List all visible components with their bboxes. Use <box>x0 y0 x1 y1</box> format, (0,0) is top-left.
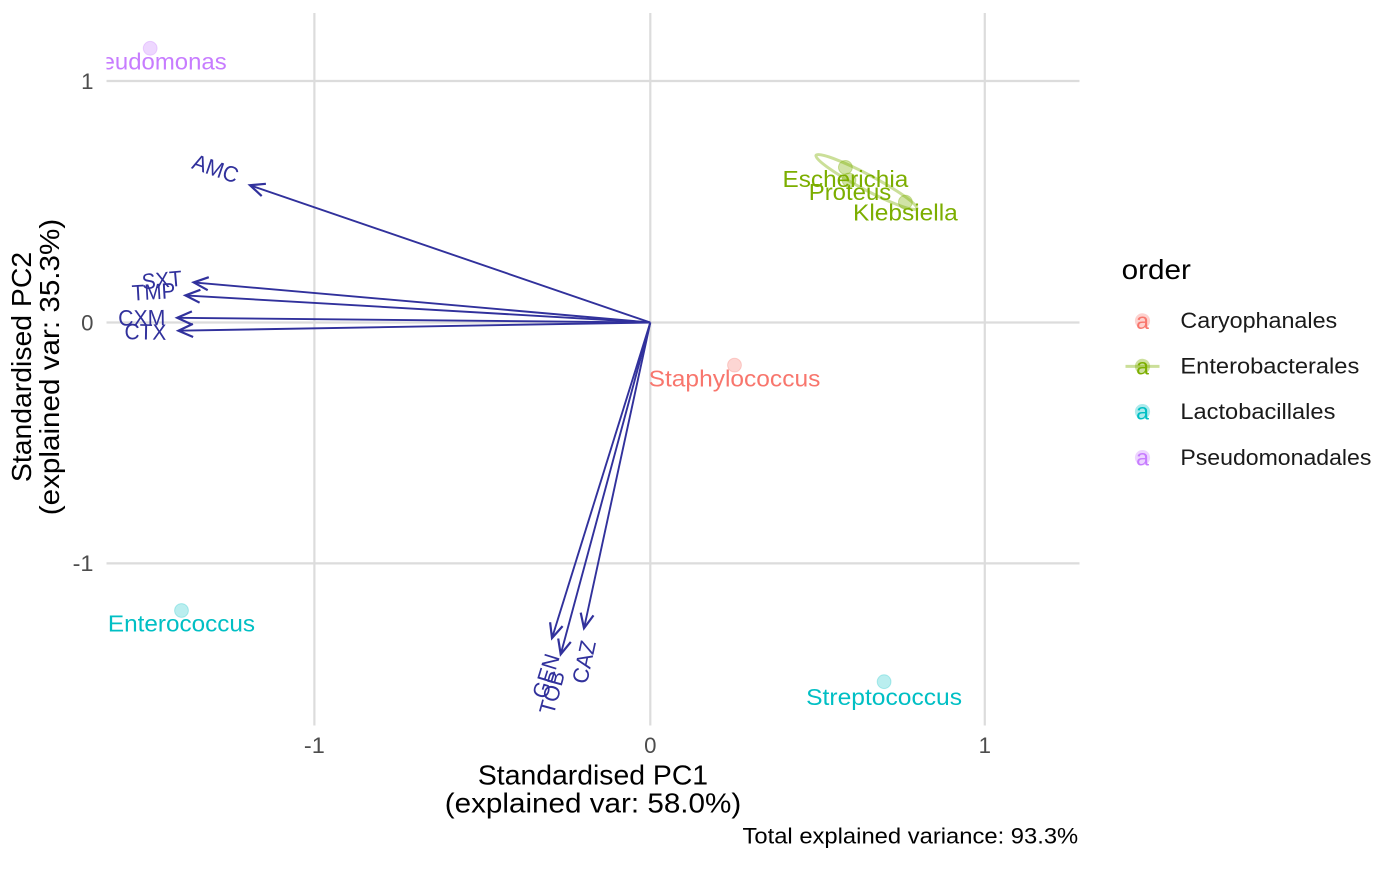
svg-text:CXM: CXM <box>118 305 165 330</box>
svg-text:1: 1 <box>81 69 93 94</box>
svg-text:a: a <box>1136 353 1149 379</box>
svg-text:a: a <box>1136 399 1149 425</box>
svg-text:0: 0 <box>644 733 656 758</box>
svg-text:Standardised PC1: Standardised PC1 <box>478 760 708 791</box>
svg-text:CTX: CTX <box>124 319 167 345</box>
svg-text:-1: -1 <box>73 551 94 576</box>
svg-text:-1: -1 <box>304 733 325 758</box>
svg-text:1: 1 <box>979 733 991 758</box>
svg-text:Total explained variance: 93.3: Total explained variance: 93.3% <box>743 823 1079 848</box>
svg-text:Caryophanales: Caryophanales <box>1180 308 1337 333</box>
svg-text:Lactobacillales: Lactobacillales <box>1180 399 1335 424</box>
svg-text:Proteus: Proteus <box>809 179 892 205</box>
svg-text:Escherichia: Escherichia <box>783 166 909 192</box>
svg-text:a: a <box>1136 445 1149 471</box>
svg-text:a: a <box>1136 308 1149 334</box>
svg-text:Pseudomonadales: Pseudomonadales <box>1180 445 1371 470</box>
svg-text:Pseudomonas: Pseudomonas <box>74 48 227 74</box>
svg-text:SXT: SXT <box>141 266 184 294</box>
svg-text:TMP: TMP <box>131 278 176 305</box>
svg-text:Klebsiella: Klebsiella <box>853 200 958 226</box>
svg-text:0: 0 <box>81 311 93 336</box>
svg-text:Enterobacterales: Enterobacterales <box>1180 354 1359 379</box>
svg-text:order: order <box>1122 254 1191 285</box>
svg-text:Streptococcus: Streptococcus <box>806 684 962 710</box>
svg-text:Enterococcus: Enterococcus <box>108 610 255 636</box>
svg-text:Staphylococcus: Staphylococcus <box>649 366 821 392</box>
svg-text:(explained var: 35.3%): (explained var: 35.3%) <box>34 219 65 516</box>
svg-text:Standardised PC2: Standardised PC2 <box>6 252 37 482</box>
svg-text:(explained var: 58.0%): (explained var: 58.0%) <box>445 787 742 818</box>
